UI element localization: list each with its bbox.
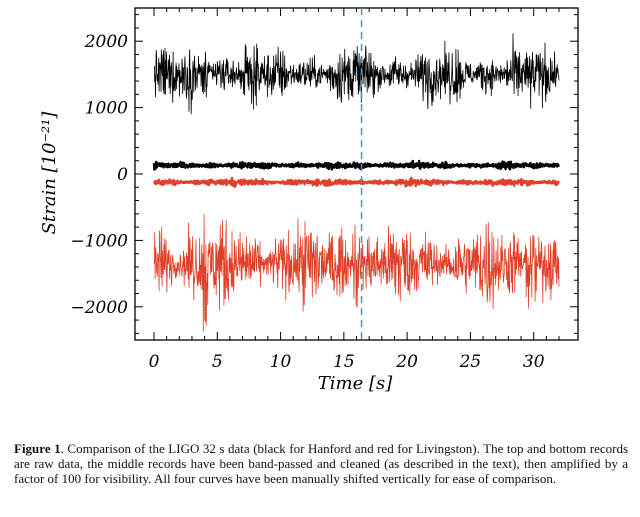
x-tick-label: 10 — [270, 352, 292, 372]
figure-caption: Figure 1. Comparison of the LIGO 32 s da… — [14, 441, 628, 486]
caption-label: Figure 1 — [14, 441, 61, 456]
strain-chart: 0 5 10 15 20 25 30 2000 1000 0 −1000 −2000 Time [s]… — [39, 7, 579, 394]
y-tick-label: −2000 — [70, 298, 128, 318]
y-tick-label: 0 — [117, 165, 128, 185]
y-tick-label: 2000 — [84, 32, 128, 52]
x-axis-title: Time [s] — [318, 373, 393, 394]
caption-text: . Comparison of the LIGO 32 s data (blac… — [14, 441, 629, 486]
series-line-1 — [153, 33, 560, 115]
y-axis-title: Strain [10⁻²¹] — [39, 111, 60, 235]
series-line-4 — [153, 213, 560, 332]
x-tick-label: 25 — [459, 352, 482, 372]
x-tick-label: 0 — [149, 352, 160, 372]
x-tick-label: 15 — [333, 352, 355, 372]
x-tick-label: 5 — [212, 352, 223, 372]
x-tick-label: 30 — [523, 352, 545, 372]
y-tick-label: 1000 — [85, 99, 128, 119]
x-tick-label: 20 — [395, 352, 418, 372]
axes-layer: 0 5 10 15 20 25 30 2000 1000 0 −1000 −2000 — [70, 8, 578, 372]
series-layer — [152, 33, 560, 332]
y-tick-label: −1000 — [70, 231, 128, 251]
series-line-3 — [153, 176, 560, 188]
series-line-2 — [152, 159, 560, 171]
